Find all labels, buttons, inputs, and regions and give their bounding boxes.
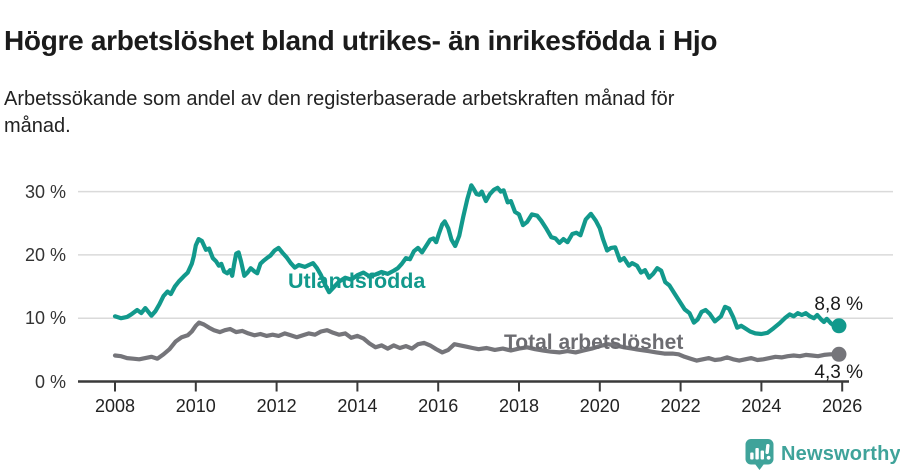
y-axis-tick-label: 0 % xyxy=(34,371,66,392)
value-label-total-arbetsloshet: 4,3 % xyxy=(814,362,863,383)
x-axis-tick-label: 2024 xyxy=(741,396,782,416)
newsworthy-bubble-barchart-icon xyxy=(745,439,774,470)
x-axis-tick-label: 2008 xyxy=(94,396,136,416)
series-label-total-arbetsloshet: Total arbetslöshet xyxy=(504,331,684,354)
newsworthy-logo-text: Newsworthy xyxy=(781,442,900,465)
x-axis-tick-label: 2026 xyxy=(822,396,863,416)
x-axis-tick-label: 2020 xyxy=(579,396,620,416)
series-line-total-arbetsloshet xyxy=(112,320,842,363)
x-axis-tick-label: 2014 xyxy=(337,396,378,416)
y-axis-tick-label: 10 % xyxy=(24,308,66,329)
page-subtitle: Arbetssökande som andel av den registerb… xyxy=(4,88,675,137)
y-axis-tick-label: 30 % xyxy=(24,181,66,202)
series-line-utlandsfodda xyxy=(112,183,842,337)
page-title: Högre arbetslöshet bland utrikes- än inr… xyxy=(4,24,718,56)
x-axis-tick-label: 2016 xyxy=(418,396,459,416)
newsworthy-logo[interactable]: Newsworthy xyxy=(745,438,900,470)
x-axis-tick-label: 2012 xyxy=(256,396,297,416)
series-end-dot xyxy=(831,318,847,334)
value-label-utlandsfodda: 8,8 % xyxy=(814,294,863,315)
x-axis-tick-label: 2022 xyxy=(660,396,701,416)
x-axis-tick-label: 2018 xyxy=(498,396,540,416)
series-label-utlandsfodda: Utlandsfödda xyxy=(288,269,426,293)
x-axis-tick-label: 2010 xyxy=(175,396,216,416)
series-end-dot xyxy=(831,346,847,362)
y-axis-tick-label: 20 % xyxy=(24,244,66,265)
